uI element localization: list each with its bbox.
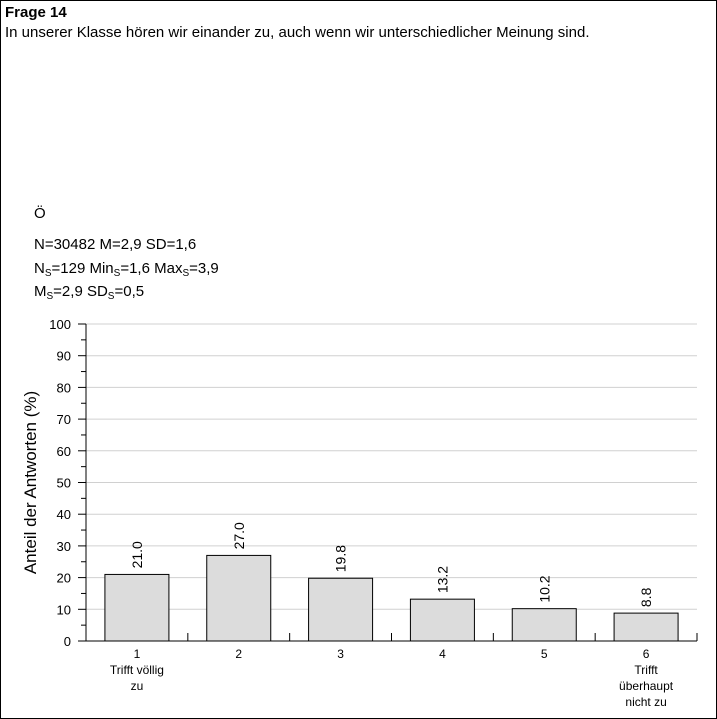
x-category-label: 6 (643, 647, 650, 661)
max-subscript: S (182, 268, 190, 279)
y-tick-label: 70 (57, 412, 71, 427)
m-label: M (34, 283, 47, 300)
bar-value-label: 21.0 (129, 541, 145, 568)
y-axis-title: Anteil der Antworten (%) (21, 391, 40, 574)
x-category-label: 5 (541, 647, 548, 661)
bar-5 (511, 608, 577, 642)
x-category-sublabel: nicht zu (625, 695, 666, 709)
m-subscript: S (46, 291, 54, 302)
min-value: =1,6 (120, 260, 155, 277)
bar-2 (206, 554, 272, 642)
y-tick-label: 10 (57, 602, 71, 617)
sd-label: SD (86, 283, 108, 300)
max-label: Max (154, 260, 183, 277)
y-tick-label: 20 (57, 571, 71, 586)
m-value: =2,9 (53, 283, 87, 300)
y-tick-label: 30 (57, 539, 71, 554)
min-label: Min (89, 260, 114, 277)
bar-3 (308, 577, 374, 642)
stats-line-school-mean: MS=2,9 SDS=0,5 (34, 283, 145, 302)
sd-value: =0,5 (114, 283, 145, 300)
x-category-sublabel: Trifft (634, 663, 658, 677)
x-category-label: 1 (134, 647, 141, 661)
stats-line-school-range: NS=129 MinS=1,6 MaxS=3,9 (34, 260, 219, 279)
y-tick-label: 90 (57, 349, 71, 364)
question-text: In unserer Klasse hören wir einander zu,… (5, 24, 590, 41)
x-category-label: 3 (337, 647, 344, 661)
y-tick-label: 80 (57, 380, 71, 395)
min-subscript: S (113, 268, 121, 279)
n-subscript: S (44, 268, 52, 279)
x-category-sublabel: überhaupt (619, 679, 674, 693)
n-label: N (34, 260, 45, 277)
y-tick-label: 0 (64, 634, 71, 649)
stats-line-overall: N=30482 M=2,9 SD=1,6 (34, 236, 197, 253)
group-label: Ö (34, 205, 46, 222)
bar-value-label: 10.2 (536, 575, 552, 602)
y-tick-label: 60 (57, 444, 71, 459)
y-tick-label: 100 (49, 317, 71, 332)
sd-subscript: S (107, 291, 115, 302)
bar-value-label: 19.8 (333, 545, 349, 572)
bar-6 (613, 612, 679, 642)
n-value: =129 (51, 260, 90, 277)
bar-1 (104, 573, 170, 642)
x-category-sublabel: zu (131, 679, 144, 693)
x-category-label: 4 (439, 647, 446, 661)
bar-4 (409, 598, 475, 642)
bar-value-label: 13.2 (434, 566, 450, 593)
bar-value-label: 8.8 (638, 587, 654, 607)
y-tick-label: 50 (57, 476, 71, 491)
max-value: =3,9 (189, 260, 219, 277)
y-tick-label: 40 (57, 507, 71, 522)
x-category-sublabel: Trifft völlig (110, 663, 164, 677)
question-number: Frage 14 (5, 4, 67, 21)
x-category-label: 2 (235, 647, 242, 661)
bar-value-label: 27.0 (231, 522, 247, 549)
